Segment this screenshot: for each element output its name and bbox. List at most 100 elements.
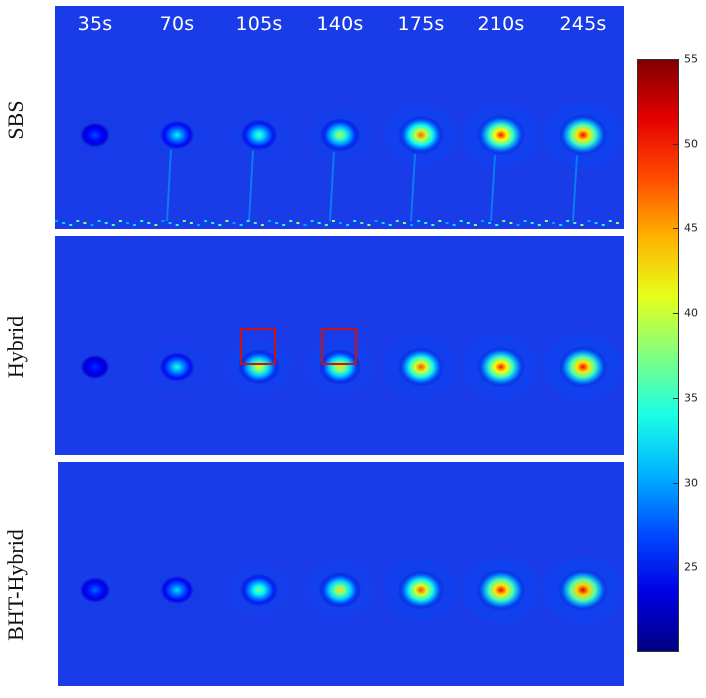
- row-label-sbs: SBS: [3, 100, 28, 140]
- noise-pixel: [104, 222, 108, 224]
- noise-pixel: [126, 222, 129, 224]
- colorbar-tick-mark: [673, 397, 679, 399]
- noise-pixel: [118, 220, 122, 222]
- noise-pixel: [473, 224, 477, 226]
- noise-pixel: [211, 222, 215, 224]
- noise-pixel: [154, 224, 158, 226]
- noise-pixel: [360, 222, 364, 224]
- noise-pixel: [324, 224, 328, 226]
- noise-pixel: [580, 224, 584, 226]
- spot-SBS-35s: [80, 122, 110, 148]
- spot-BHT-Hybrid-105s: [239, 573, 279, 607]
- spot-SBS-175s: [398, 115, 444, 155]
- noise-pixel: [268, 220, 271, 222]
- heatmap-svg-2: [70, 556, 623, 624]
- noise-pixel: [225, 220, 229, 222]
- noise-pixel: [161, 220, 165, 222]
- noise-pixel: [417, 220, 421, 222]
- noise-pixel: [317, 222, 321, 224]
- noise-pixel: [552, 222, 555, 224]
- noise-pixel: [346, 224, 350, 226]
- noise-pixel: [189, 222, 193, 224]
- spot-SBS-70s: [159, 120, 195, 150]
- colorbar-tick-mark: [673, 59, 679, 60]
- noise-pixel: [374, 220, 378, 222]
- noise-pixel: [523, 220, 527, 222]
- noise-pixel: [388, 224, 392, 226]
- colorbar-tick-label: 25: [684, 560, 698, 574]
- annotation-box-105s: [240, 328, 276, 365]
- plume-140s: [329, 151, 335, 222]
- noise-pixel: [559, 224, 563, 226]
- spot-SBS-245s: [558, 114, 608, 156]
- noise-pixel: [509, 222, 513, 224]
- noise-pixel: [339, 222, 342, 224]
- noise-pixel: [573, 222, 577, 224]
- noise-pixel: [495, 224, 499, 226]
- noise-pixel: [466, 222, 470, 224]
- noise-pixel: [395, 220, 399, 222]
- noise-pixel: [83, 222, 87, 224]
- noise-pixel: [381, 222, 385, 224]
- noise-pixel: [608, 220, 612, 222]
- noise-pixel: [615, 222, 619, 224]
- noise-pixel: [544, 220, 548, 222]
- noise-pixel: [218, 224, 222, 226]
- noise-pixel: [275, 222, 279, 224]
- spot-Hybrid-105s: [238, 349, 280, 385]
- noise-pixel: [537, 224, 541, 226]
- spot-SBS-140s: [320, 118, 360, 152]
- colorbar-tick-label: 45: [684, 221, 698, 235]
- noise-pixel: [402, 222, 406, 224]
- time-label-35s: 35s: [77, 13, 113, 35]
- noise-pixel: [331, 220, 335, 222]
- annotation-box-140s: [321, 328, 357, 365]
- noise-pixel: [601, 224, 605, 226]
- plume-70s: [166, 149, 172, 222]
- noise-pixel: [488, 222, 492, 224]
- colorbar-tick-mark: [673, 228, 679, 230]
- heatmap-panel-hybrid: [55, 236, 624, 455]
- noise-pixel: [55, 220, 58, 222]
- noise-pixel: [303, 224, 307, 226]
- time-label-140s: 140s: [316, 13, 364, 35]
- spot-Hybrid-140s: [318, 349, 362, 385]
- noise-pixel: [253, 222, 257, 224]
- noise-pixel: [197, 224, 200, 226]
- heatmap-svg-0: [55, 101, 623, 226]
- colorbar-tick-label: 30: [684, 476, 698, 490]
- spot-BHT-Hybrid-175s: [397, 570, 445, 610]
- noise-pixel: [438, 220, 442, 222]
- noise-pixel: [516, 224, 520, 226]
- spot-Hybrid-70s: [159, 352, 195, 382]
- noise-pixel: [62, 222, 66, 224]
- noise-pixel: [133, 224, 137, 226]
- noise-pixel: [502, 220, 506, 222]
- heatmap-panel-bht-hybrid: [58, 462, 624, 686]
- noise-pixel: [282, 224, 286, 226]
- noise-pixel: [367, 224, 371, 226]
- noise-pixel: [459, 220, 463, 222]
- noise-pixel: [296, 222, 300, 224]
- spot-Hybrid-245s: [558, 346, 608, 388]
- colorbar-tick-label: 40: [684, 306, 698, 320]
- spot-BHT-Hybrid-35s: [79, 577, 111, 603]
- heatmap-panel-sbs: [55, 6, 624, 229]
- spot-BHT-Hybrid-210s: [476, 569, 526, 611]
- noise-pixel: [431, 224, 435, 226]
- colorbar: [637, 59, 679, 652]
- colorbar-tick-label: 35: [684, 391, 698, 405]
- noise-pixel: [445, 222, 449, 224]
- noise-pixel: [566, 220, 570, 222]
- noise-pixel: [410, 224, 413, 226]
- colorbar-tick-mark: [673, 313, 679, 315]
- heatmap-svg-1: [71, 328, 623, 401]
- spot-SBS-105s: [240, 119, 278, 151]
- spot-BHT-Hybrid-140s: [318, 572, 362, 608]
- noise-pixel: [111, 224, 115, 226]
- noise-pixel: [140, 220, 144, 222]
- noise-pixel: [353, 220, 357, 222]
- colorbar-tick-label: 50: [684, 137, 698, 151]
- noise-pixel: [168, 222, 172, 224]
- time-label-175s: 175s: [397, 13, 445, 35]
